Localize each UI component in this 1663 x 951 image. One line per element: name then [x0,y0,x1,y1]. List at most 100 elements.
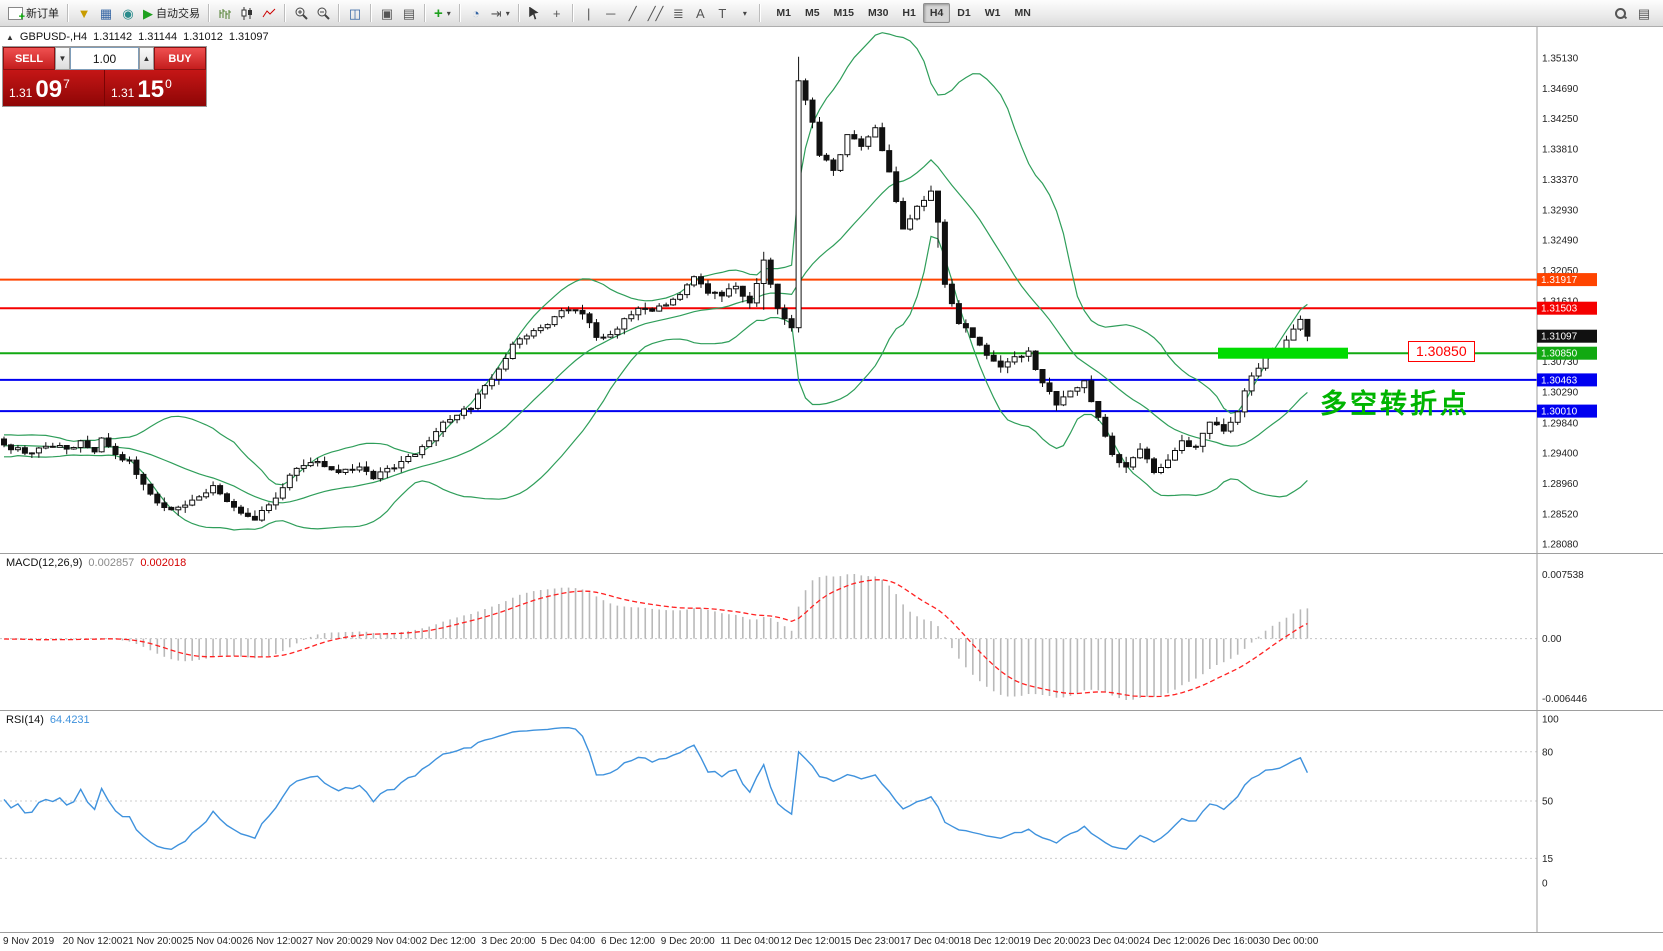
chart-shift-button[interactable]: ⇥ ▾ [487,2,514,24]
price-scale-label: 1.34690 [1542,84,1579,95]
timeframe-h4-button[interactable]: H4 [922,3,951,23]
macd-scale-label: 0.007538 [1542,570,1584,581]
rsi-chart[interactable]: 100 80 50 15 0 [0,711,1663,932]
timeframe-m5-button[interactable]: M5 [798,3,827,23]
arrange-windows-button[interactable]: ▤ [398,2,420,24]
candle-body [49,445,56,448]
sell-price-pip: 7 [63,77,70,91]
line-chart-button[interactable] [258,2,280,24]
candle-body [907,218,914,230]
candle-body [126,459,133,462]
symbol-search-button[interactable] [1609,2,1631,24]
macd-chart[interactable]: 0.007538 0.00 -0.006446 [0,554,1663,710]
time-axis[interactable]: 9 Nov 2019 20 Nov 12:00 21 Nov 20:00 25 Nov… [0,932,1663,951]
volume-decrease-button[interactable]: ▼ [55,47,70,70]
time-axis-label: 17 Dec 04:00 [900,936,960,947]
alerts-button[interactable]: ◉ [117,2,139,24]
candle-body [314,461,321,464]
crosshair-button[interactable]: + [546,2,568,24]
time-axis-label: 26 Dec 16:00 [1199,936,1259,947]
fibonacci-icon: ≣ [672,5,684,21]
timeframe-w1-button[interactable]: W1 [978,3,1008,23]
volume-increase-button[interactable]: ▲ [139,47,154,70]
shapes-dropdown-button[interactable]: ▾ [733,2,755,24]
macd-panel[interactable]: 0.007538 0.00 -0.006446 [0,553,1663,710]
indicators-button[interactable]: ▼ [73,2,95,24]
horizontal-line-button[interactable]: ─ [600,2,622,24]
vertical-line-button[interactable]: | [578,2,600,24]
zoom-in-button[interactable] [290,2,312,24]
autotrading-button[interactable]: ▶ 自动交易 [139,2,204,24]
price-tag-annotation[interactable]: 1.30850 [1408,341,1475,362]
candle-body [823,154,830,161]
candle-body [969,327,976,338]
timeframe-m30-button[interactable]: M30 [861,3,895,23]
channel-button[interactable]: ╱╱ [644,2,668,24]
rsi-name: RSI(14) [6,714,44,726]
new-order-button[interactable]: 新订单 [4,2,63,24]
timeframe-m1-button[interactable]: M1 [769,3,798,23]
candle-body [321,461,328,468]
window-list-button[interactable]: ▤ [1633,2,1655,24]
sell-button[interactable]: SELL [3,47,55,70]
candle-body [691,276,697,286]
rsi-scale-label: 50 [1542,797,1554,808]
candle-body [391,467,398,470]
new-chart-button[interactable]: + ▾ [430,2,455,24]
price-scale-label: 1.32930 [1542,205,1579,216]
candle-body [405,456,412,462]
tile-windows-button[interactable]: ◫ [344,2,366,24]
label-tool-button[interactable]: T [711,2,733,24]
time-axis-label: 20 Nov 12:00 [62,936,123,947]
price-scale-label: 1.29400 [1542,449,1579,460]
cursor-button[interactable] [524,2,546,24]
time-axis-label: 11 Dec 04:00 [720,936,780,947]
dropdown-arrow-icon: ▾ [446,8,451,18]
buy-price-pip: 0 [165,77,172,91]
timeframe-mn-button[interactable]: MN [1007,3,1037,23]
turning-point-annotation: 多空转折点 [1320,389,1470,419]
one-click-trading-panel: SELL ▼ ▲ BUY 1.31 09 7 1.31 15 0 [2,46,207,107]
candle-body [642,307,649,310]
fibonacci-button[interactable]: ≣ [667,2,689,24]
candle-body [746,295,753,304]
volume-input[interactable] [70,47,139,70]
candle-body [279,487,286,499]
sell-price-display[interactable]: 1.31 09 7 [3,70,104,106]
cascade-windows-button[interactable]: ▣ [376,2,398,24]
candle-body [781,307,788,320]
candle-body [600,336,607,339]
candle-body [767,259,774,285]
autoscroll-button[interactable]: ◔ [465,2,487,24]
buy-price-display[interactable]: 1.31 15 0 [104,70,206,106]
candle-body [1046,382,1053,392]
candle-body [1144,448,1151,460]
chart-marker-icon: ▲ [6,32,14,42]
buy-button[interactable]: BUY [154,47,206,70]
trendline-button[interactable]: ╱ [622,2,644,24]
candle-body [1172,450,1178,461]
candlestick-chart-button[interactable] [236,2,258,24]
bar-chart-button[interactable] [214,2,236,24]
candle-body [705,283,711,294]
timeframe-h1-button[interactable]: H1 [895,3,922,23]
toolbar-separator [458,4,461,22]
indicators-icon: ▼ [77,5,91,21]
candle-body [1081,380,1088,389]
candle-body [440,421,447,433]
candle-body [997,360,1004,368]
zoom-out-button[interactable] [312,2,334,24]
chart-profiles-button[interactable]: ▦ [95,2,117,24]
timeframe-d1-button[interactable]: D1 [950,3,977,23]
candle-body [1032,350,1039,371]
main-chart-panel[interactable]: 1.35130 1.34690 1.34250 1.33810 1.33370 1.329… [0,27,1663,553]
timeframe-toolbar: M1 M5 M15 M30 H1 H4 D1 W1 MN [769,3,1037,23]
text-tool-button[interactable]: A [689,2,711,24]
rsi-panel[interactable]: 100 80 50 15 0 [0,710,1663,932]
buy-price-big: 15 [137,76,165,103]
timeframe-m15-button[interactable]: M15 [827,3,861,23]
candle-body [1213,421,1220,426]
candle-body [77,440,84,448]
candle-body [565,309,572,312]
price-chart[interactable]: 1.35130 1.34690 1.34250 1.33810 1.33370 1.329… [0,27,1663,553]
